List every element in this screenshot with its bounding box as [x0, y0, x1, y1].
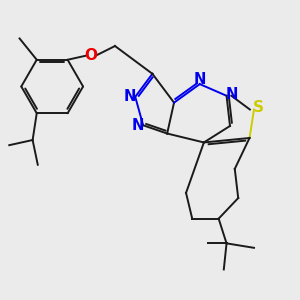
Text: S: S — [253, 100, 264, 115]
Text: N: N — [131, 118, 144, 134]
Text: N: N — [226, 87, 238, 102]
Text: N: N — [194, 72, 206, 87]
Text: N: N — [124, 88, 136, 104]
Text: O: O — [85, 48, 98, 63]
